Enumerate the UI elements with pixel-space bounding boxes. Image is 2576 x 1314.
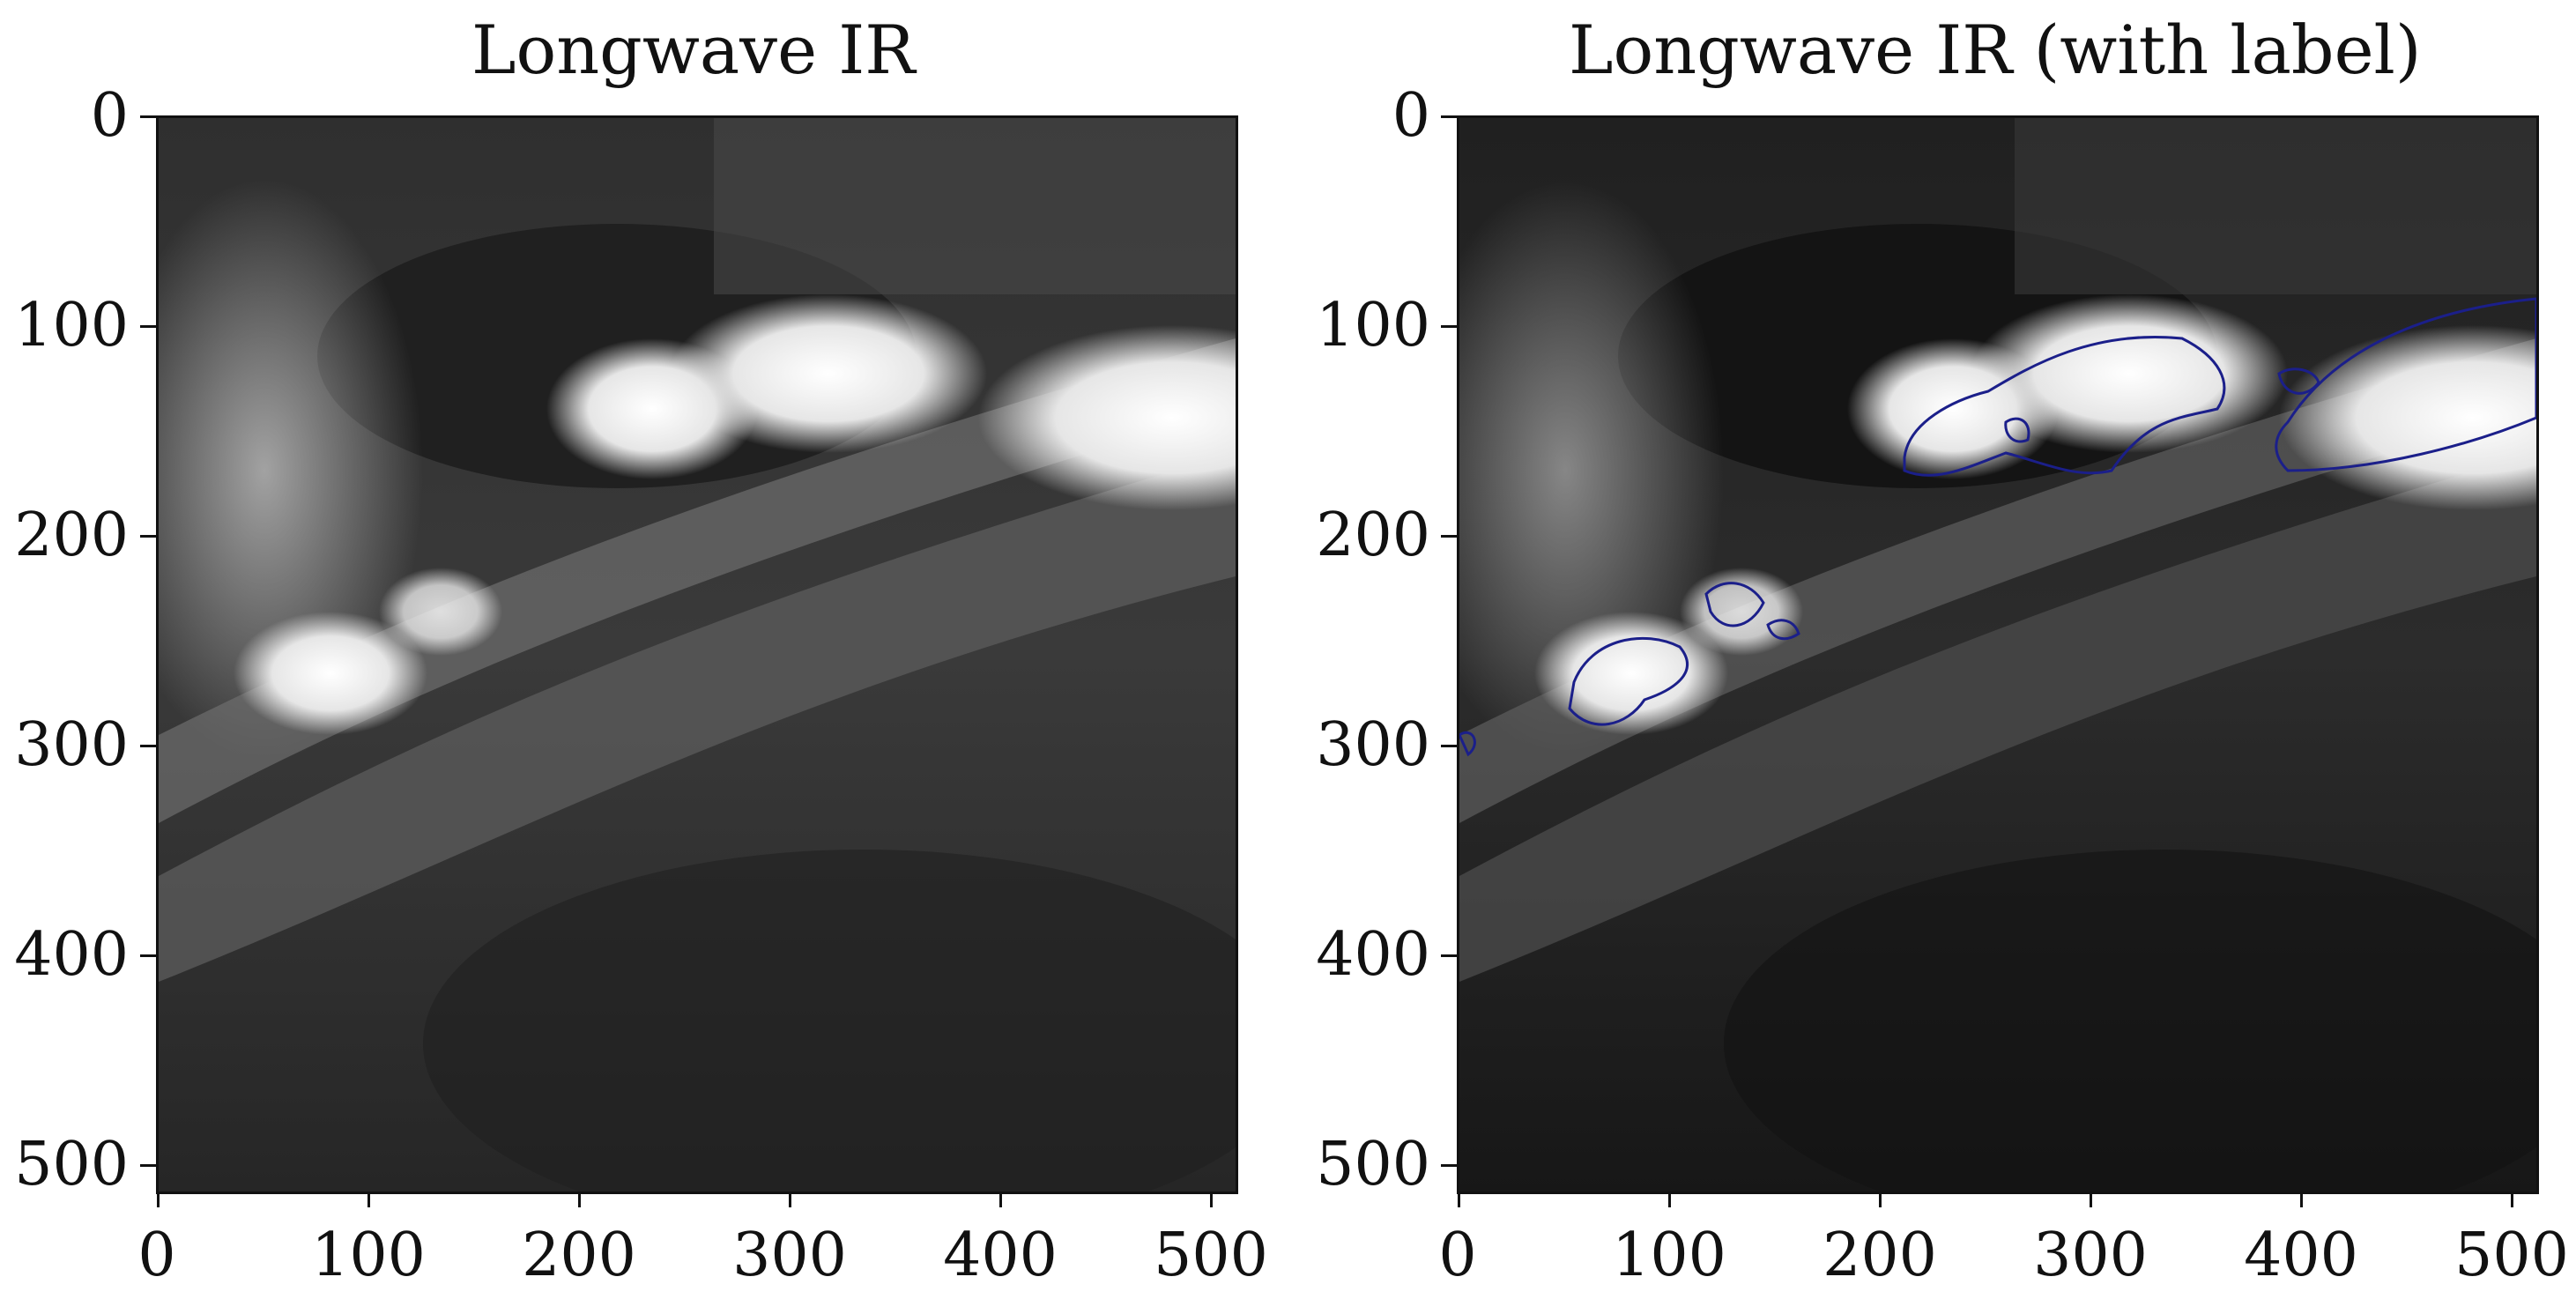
- y-tickmark: [140, 535, 156, 538]
- right-panel-title: Longwave IR (with label): [1569, 11, 2422, 89]
- x-tickmark: [2300, 1192, 2303, 1207]
- x-tickmark: [578, 1192, 581, 1207]
- left-panel-title: Longwave IR: [471, 11, 916, 89]
- label-contour: [1568, 636, 1689, 726]
- x-tickmark: [1458, 1192, 1460, 1207]
- satellite-image-left: [159, 118, 1236, 1192]
- x-tick-label: 400: [2244, 1221, 2358, 1290]
- label-contour: [2004, 417, 2030, 443]
- y-tickmark: [140, 954, 156, 957]
- y-tickmark: [140, 325, 156, 328]
- y-tick-label: 300: [1316, 710, 1430, 780]
- y-tick-label: 500: [1316, 1130, 1430, 1199]
- x-tickmark: [1879, 1192, 1882, 1207]
- x-tick-label: 400: [943, 1221, 1058, 1290]
- x-tick-label: 300: [2033, 1221, 2148, 1290]
- x-tick-label: 300: [732, 1221, 847, 1290]
- x-tick-label: 200: [1823, 1221, 1937, 1290]
- y-tickmark: [1441, 745, 1457, 747]
- y-tickmark: [1441, 1164, 1457, 1167]
- y-tick-label: 0: [90, 81, 129, 151]
- x-tickmark: [157, 1192, 160, 1207]
- y-tickmark: [140, 745, 156, 747]
- left-panel-image: [156, 115, 1238, 1194]
- x-tick-label: 500: [2454, 1221, 2569, 1290]
- left-panel: Longwave IR: [0, 0, 1287, 1314]
- y-tick-label: 500: [14, 1130, 129, 1199]
- label-contour: [1766, 619, 1800, 641]
- y-tick-label: 200: [14, 501, 129, 570]
- x-tick-label: 500: [1154, 1221, 1268, 1290]
- y-tick-label: 0: [1392, 81, 1430, 151]
- x-tick-label: 0: [137, 1221, 176, 1290]
- x-tick-label: 0: [1438, 1221, 1477, 1290]
- y-tickmark: [140, 1164, 156, 1167]
- label-contour: [2277, 367, 2320, 395]
- right-panel-image: [1457, 115, 2539, 1194]
- x-tickmark: [367, 1192, 370, 1207]
- x-tickmark: [1210, 1192, 1213, 1207]
- x-tick-label: 200: [522, 1221, 636, 1290]
- satellite-image-right: [1459, 118, 2536, 1192]
- right-panel: Longwave IR (with label): [1289, 0, 2576, 1314]
- y-tickmark: [1441, 535, 1457, 538]
- x-tickmark: [1668, 1192, 1671, 1207]
- y-tick-label: 100: [1316, 291, 1430, 360]
- label-contour: [1903, 335, 2226, 477]
- y-tick-label: 200: [1316, 501, 1430, 570]
- x-tickmark: [2090, 1192, 2092, 1207]
- y-tick-label: 400: [1316, 920, 1430, 990]
- label-contour: [1459, 731, 1476, 757]
- label-contours: [1459, 297, 2536, 757]
- y-tick-label: 100: [14, 291, 129, 360]
- label-contour: [2275, 297, 2536, 472]
- x-tickmark: [999, 1192, 1002, 1207]
- y-tickmark: [140, 115, 156, 118]
- x-tickmark: [2511, 1192, 2513, 1207]
- x-tickmark: [789, 1192, 791, 1207]
- x-tick-label: 100: [311, 1221, 426, 1290]
- y-tickmark: [1441, 954, 1457, 957]
- y-tick-label: 400: [14, 920, 129, 990]
- label-contour: [1704, 582, 1765, 627]
- y-tickmark: [1441, 115, 1457, 118]
- x-tick-label: 100: [1612, 1221, 1726, 1290]
- y-tickmark: [1441, 325, 1457, 328]
- y-tick-label: 300: [14, 710, 129, 780]
